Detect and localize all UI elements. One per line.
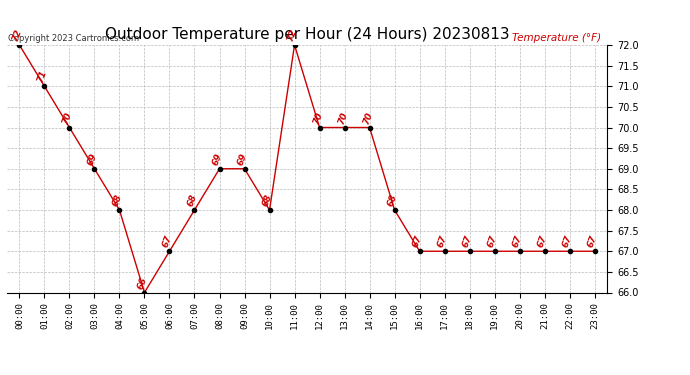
Text: Copyright 2023 Cartronics.com: Copyright 2023 Cartronics.com [8, 33, 139, 42]
Text: 70: 70 [362, 111, 374, 125]
Text: 70: 70 [61, 111, 74, 125]
Text: 67: 67 [486, 234, 499, 249]
Text: 69: 69 [236, 152, 249, 166]
Text: 67: 67 [511, 234, 524, 249]
Text: 68: 68 [262, 193, 274, 208]
Text: 71: 71 [36, 69, 49, 84]
Text: 67: 67 [462, 234, 474, 249]
Text: 72: 72 [286, 28, 299, 43]
Text: Temperature (°F): Temperature (°F) [512, 33, 601, 42]
Text: 67: 67 [562, 234, 574, 249]
Text: 68: 68 [111, 193, 124, 208]
Text: 66: 66 [136, 276, 149, 290]
Text: 68: 68 [186, 193, 199, 208]
Text: 69: 69 [86, 152, 99, 166]
Text: 67: 67 [436, 234, 449, 249]
Text: 67: 67 [536, 234, 549, 249]
Text: 67: 67 [161, 234, 174, 249]
Text: 72: 72 [11, 28, 24, 43]
Text: 67: 67 [586, 234, 599, 249]
Text: 68: 68 [386, 193, 399, 208]
Text: 70: 70 [311, 111, 324, 125]
Title: Outdoor Temperature per Hour (24 Hours) 20230813: Outdoor Temperature per Hour (24 Hours) … [105, 27, 509, 42]
Text: 70: 70 [336, 111, 349, 125]
Text: 67: 67 [411, 234, 424, 249]
Text: 69: 69 [211, 152, 224, 166]
